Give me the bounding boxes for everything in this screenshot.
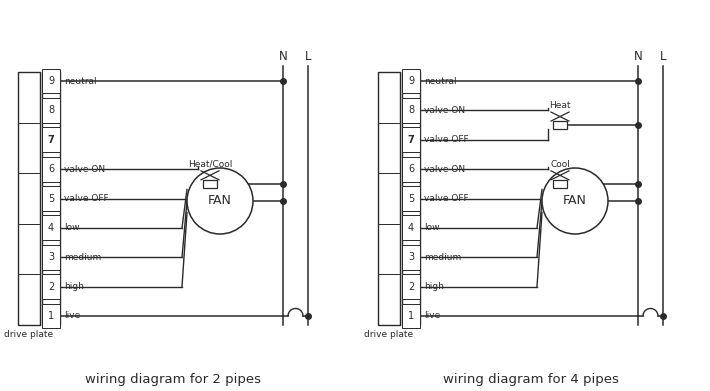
Text: high: high <box>424 282 444 291</box>
Text: 7: 7 <box>408 135 415 145</box>
Text: 2: 2 <box>48 282 54 292</box>
Text: medium: medium <box>424 253 462 262</box>
Bar <box>42 303 60 328</box>
Bar <box>553 180 567 188</box>
Bar <box>402 72 420 325</box>
Text: 6: 6 <box>408 164 414 174</box>
Text: 6: 6 <box>48 164 54 174</box>
Text: L: L <box>660 50 666 63</box>
Text: valve ON: valve ON <box>424 165 465 174</box>
Text: 8: 8 <box>48 106 54 115</box>
Bar <box>42 157 60 181</box>
Bar <box>402 303 420 328</box>
Text: 3: 3 <box>408 252 414 262</box>
Bar <box>203 180 217 188</box>
Circle shape <box>187 168 253 234</box>
Text: N: N <box>278 50 288 63</box>
Text: valve OFF: valve OFF <box>424 135 469 144</box>
Text: medium: medium <box>64 253 102 262</box>
Text: 9: 9 <box>408 76 414 86</box>
Text: 4: 4 <box>48 223 54 233</box>
Bar <box>402 157 420 181</box>
Bar <box>42 68 60 93</box>
Bar <box>402 186 420 211</box>
Text: neutral: neutral <box>64 77 97 86</box>
Text: Heat: Heat <box>550 101 571 110</box>
Bar <box>378 72 400 325</box>
Bar <box>42 127 60 152</box>
Text: low: low <box>424 223 439 232</box>
Text: L: L <box>305 50 311 63</box>
Text: live: live <box>64 312 80 321</box>
Text: neutral: neutral <box>424 77 457 86</box>
Bar <box>42 215 60 240</box>
Text: drive plate: drive plate <box>364 330 413 339</box>
Text: 1: 1 <box>408 311 414 321</box>
Text: FAN: FAN <box>563 194 587 208</box>
Bar <box>402 274 420 299</box>
Bar <box>42 98 60 123</box>
Text: valve ON: valve ON <box>64 165 105 174</box>
Text: 7: 7 <box>48 135 55 145</box>
Text: 2: 2 <box>408 282 414 292</box>
Bar <box>402 68 420 93</box>
Text: high: high <box>64 282 84 291</box>
Bar <box>402 98 420 123</box>
Text: Heat/Cool: Heat/Cool <box>188 160 232 169</box>
Bar <box>18 72 40 325</box>
Bar <box>42 186 60 211</box>
Text: drive plate: drive plate <box>4 330 53 339</box>
Text: 5: 5 <box>408 194 414 203</box>
Bar <box>42 245 60 270</box>
Text: 3: 3 <box>48 252 54 262</box>
Text: wiring diagram for 2 pipes: wiring diagram for 2 pipes <box>85 373 261 386</box>
Text: 4: 4 <box>408 223 414 233</box>
Text: 8: 8 <box>408 106 414 115</box>
Text: 9: 9 <box>48 76 54 86</box>
Text: live: live <box>424 312 440 321</box>
Text: N: N <box>633 50 643 63</box>
Text: FAN: FAN <box>208 194 232 208</box>
Bar <box>402 215 420 240</box>
Bar <box>402 245 420 270</box>
Circle shape <box>542 168 608 234</box>
Text: 1: 1 <box>48 311 54 321</box>
Text: valve ON: valve ON <box>424 106 465 115</box>
Bar <box>402 127 420 152</box>
Text: Cool: Cool <box>550 160 570 169</box>
Text: valve OFF: valve OFF <box>424 194 469 203</box>
Text: low: low <box>64 223 80 232</box>
Bar <box>42 72 60 325</box>
Text: wiring diagram for 4 pipes: wiring diagram for 4 pipes <box>442 373 618 386</box>
Bar <box>42 274 60 299</box>
Bar <box>553 121 567 129</box>
Text: 5: 5 <box>48 194 54 203</box>
Text: valve OFF: valve OFF <box>64 194 109 203</box>
